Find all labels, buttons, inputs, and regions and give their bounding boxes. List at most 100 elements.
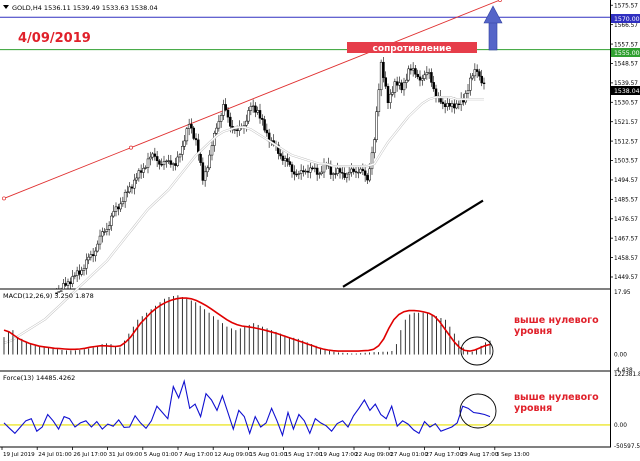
candle-body [482,82,486,84]
candle-body [59,290,63,292]
header-dropdown-icon[interactable] [3,5,9,9]
candle-body [343,172,346,178]
candle-body [215,127,218,134]
x-tick-label: 24 Jul 01:00 [38,452,72,458]
candle-body [153,153,157,157]
candle-body [96,243,99,252]
candle-body [375,111,378,140]
candle-body [354,171,358,173]
candle-body [146,158,150,168]
candle-body [357,171,360,174]
candle-body [411,68,415,71]
candle-body [389,93,392,103]
candle-body [334,173,337,175]
candle-body [174,163,177,166]
candle-body [464,93,467,103]
candle-body [194,138,198,141]
candle-body [123,192,127,202]
force-panel-label: Force(13) 14485.4262 [3,374,75,382]
candle-body [158,160,161,165]
y-tick-label: 1494.57 [614,178,638,184]
force-y-tick-label: 122381.85 [614,372,640,378]
candle-body [256,110,259,113]
candle-body [361,168,365,172]
candle-body [377,89,381,112]
candle-body [393,81,397,93]
y-tick-label: 1512.57 [614,139,638,145]
y-tick-label: 1449.57 [614,275,638,281]
candle-body [281,155,285,161]
candle-body [265,129,269,134]
svg-text:1555.00: 1555.00 [614,50,640,57]
candle-body [64,283,67,286]
macd-y-tick-label: 0.00 [614,353,627,359]
candle-body [311,167,314,169]
comment-line: уровня [514,403,552,414]
candle-body [297,173,301,175]
y-tick-label: 1575.57 [614,3,638,9]
candle-body [162,161,166,166]
macd-panel-bg [0,290,610,370]
y-tick-label: 1566.57 [614,23,638,29]
candle-body [457,103,461,105]
candle-body [286,158,289,162]
candle-body [114,206,118,212]
force-comment: выше нулевого уровня [514,392,599,414]
candle-body [409,68,413,71]
candle-body [254,105,257,113]
candle-body [222,104,225,116]
candle-body [466,90,470,94]
candle-body [363,170,367,176]
candle-body [75,270,79,276]
y-tick-label: 1485.57 [614,198,638,204]
candle-body [475,69,479,72]
candle-body [160,164,163,166]
comment-line: выше нулевого [514,315,599,326]
force-panel-bg [0,372,610,447]
candle-body [71,276,74,285]
y-tick-label: 1539.57 [614,81,638,87]
candle-body [171,163,175,165]
candle-body [414,68,417,75]
candle-body [304,170,307,173]
candle-body [318,173,321,175]
candle-body [341,172,344,174]
candle-body [480,75,483,84]
y-tick-label: 1467.57 [614,236,638,242]
candle-body [117,206,120,210]
candle-body [430,72,433,83]
force-line [3,379,491,438]
candle-body [224,104,227,111]
candle-body [288,161,291,165]
candle-body [137,170,141,179]
candle-body [315,167,319,175]
candle-body [142,167,145,173]
force-y-tick-label: -50597.56 [614,444,640,450]
candle-body [295,173,298,176]
candle-body [219,115,223,122]
force-highlight-circle [459,393,497,429]
candle-body [190,124,193,129]
candle-body [181,146,184,155]
x-tick-label: 5 Aug 01:00 [144,452,179,458]
date-label: 4/09/2019 [18,31,91,46]
candle-body [80,270,83,275]
price-tag-top: 1570.00 [611,14,640,23]
candle-body [418,76,422,81]
main-panel-bg [0,0,610,289]
candle-body [94,250,97,257]
candle-body [336,168,339,174]
candle-body [366,175,369,181]
candle-body [263,119,266,131]
candle-body [217,121,221,129]
candle-body [126,191,129,193]
candle-body [405,79,408,83]
trendline-anchor [498,0,502,2]
candle-body [98,235,102,245]
candle-body [55,292,58,294]
candle-body [455,103,458,109]
main-panel [0,0,610,344]
candle-body [107,225,111,230]
